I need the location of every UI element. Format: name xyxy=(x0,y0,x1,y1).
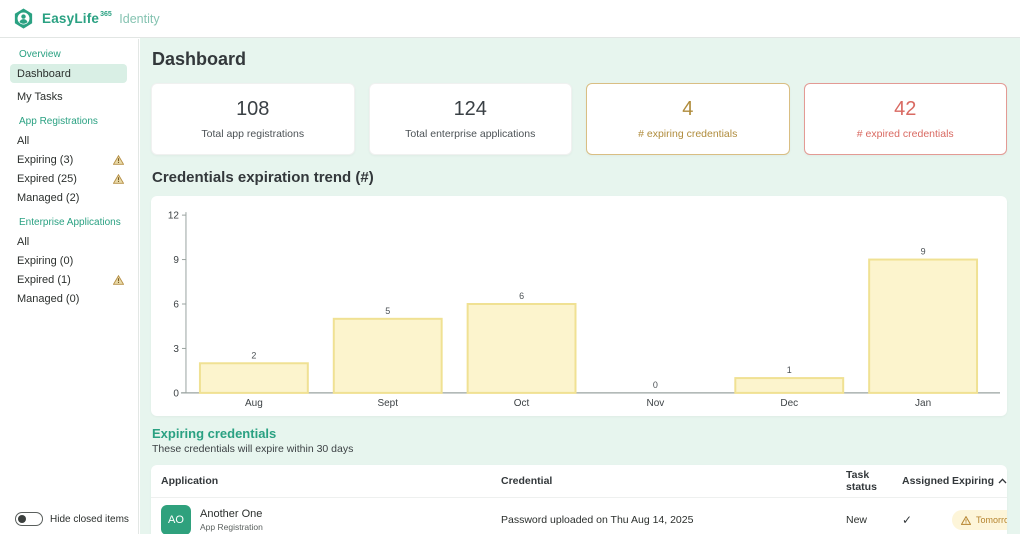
sidebar-item-entapp-managed[interactable]: Managed (0) xyxy=(0,289,138,308)
warning-triangle-icon xyxy=(113,173,124,184)
sidebar-item-label: All xyxy=(17,134,30,147)
expiring-credentials-subtitle: These credentials will expire within 30 … xyxy=(152,443,354,455)
sidebar-item-dashboard[interactable]: Dashboard xyxy=(10,64,127,83)
sidebar-item-label: My Tasks xyxy=(17,90,63,103)
svg-text:9: 9 xyxy=(173,255,179,266)
hide-closed-items-toggle[interactable] xyxy=(15,512,43,526)
avatar: AO xyxy=(161,505,191,534)
svg-text:9: 9 xyxy=(921,247,926,257)
svg-text:5: 5 xyxy=(385,306,390,316)
page-title: Dashboard xyxy=(152,49,247,69)
sidebar-item-label: Expired (25) xyxy=(17,172,77,185)
svg-text:Nov: Nov xyxy=(647,398,665,409)
application-name: Another One xyxy=(200,508,263,520)
sidebar-item-label: All xyxy=(17,235,30,248)
svg-text:2: 2 xyxy=(251,350,256,360)
application-cell: AO Another One App Registration xyxy=(161,505,501,534)
sidebar-item-label: Expired (1) xyxy=(17,273,71,286)
toggle-knob xyxy=(18,514,26,523)
brand-suffix: Identity xyxy=(119,11,160,26)
chevron-up-icon xyxy=(998,478,1007,484)
column-header-assigned[interactable]: Assigned xyxy=(902,475,950,487)
hide-closed-items-label: Hide closed items xyxy=(50,513,129,525)
sidebar-item-label: Expiring (3) xyxy=(17,153,74,166)
svg-text:12: 12 xyxy=(168,211,180,222)
expiring-credentials-title: Expiring credentials xyxy=(152,426,277,441)
svg-text:Dec: Dec xyxy=(780,398,798,409)
brand-365: 365 xyxy=(100,11,112,19)
sidebar-item-label: Managed (2) xyxy=(17,191,80,204)
column-header-task-status[interactable]: Task status xyxy=(846,469,877,493)
top-bar: EasyLife365 Identity xyxy=(0,0,1020,38)
brand-wordmark: EasyLife365 Identity xyxy=(42,10,160,28)
stat-card-enterprise-applications: 124 Total enterprise applications xyxy=(368,83,572,155)
column-header-credential[interactable]: Credential xyxy=(501,475,553,487)
svg-text:6: 6 xyxy=(173,299,179,310)
sidebar: Overview Dashboard My Tasks App Registra… xyxy=(0,39,139,534)
sidebar-item-label: Dashboard xyxy=(17,67,71,80)
expiring-cell: Tomorrow xyxy=(952,510,1007,530)
svg-text:Sept: Sept xyxy=(377,398,398,409)
column-header-application[interactable]: Application xyxy=(161,475,219,487)
stat-card-app-registrations: 108 Total app registrations xyxy=(151,83,355,155)
bar-chart-svg: 0 3 6 9 12 2 Aug 5 Sept 6 Oct 0 Nov 1 Dec 9 Jan xyxy=(168,211,1001,409)
main-content: Dashboard 108 Total app registrations 12… xyxy=(140,38,1020,534)
stat-value: 124 xyxy=(453,98,487,120)
stat-value: 4 xyxy=(682,98,694,120)
sidebar-item-appreg-all[interactable]: All xyxy=(0,131,138,150)
task-status-cell: New xyxy=(846,514,868,526)
sidebar-section-enterprise-applications: Enterprise Applications xyxy=(19,217,121,228)
warning-triangle-icon xyxy=(113,154,124,165)
stat-card-expiring-credentials: 4 # expiring credentials xyxy=(586,83,790,155)
svg-text:6: 6 xyxy=(519,291,524,301)
chart-heading: Credentials expiration trend (#) xyxy=(152,169,374,186)
sidebar-item-label: Expiring (0) xyxy=(17,254,74,267)
svg-text:Oct: Oct xyxy=(514,398,530,409)
sidebar-item-appreg-expiring[interactable]: Expiring (3) xyxy=(0,150,138,169)
stat-label: # expiring credentials xyxy=(638,128,738,140)
credentials-expiration-chart: 0 3 6 9 12 2 Aug 5 Sept 6 Oct 0 Nov 1 Dec 9 Jan xyxy=(151,196,1007,416)
easylife-logo-icon xyxy=(12,7,35,30)
hide-closed-items-row: Hide closed items xyxy=(15,512,129,526)
sidebar-item-appreg-expired[interactable]: Expired (25) xyxy=(0,169,138,188)
checkmark-icon: ✓ xyxy=(902,513,913,527)
svg-text:Jan: Jan xyxy=(915,398,931,409)
credential-cell: Password uploaded on Thu Aug 14, 2025 xyxy=(501,514,694,526)
column-header-label: Expiring xyxy=(952,475,995,487)
svg-text:3: 3 xyxy=(173,344,179,355)
sidebar-item-label: Managed (0) xyxy=(17,292,80,305)
stat-value: 108 xyxy=(236,98,270,120)
stat-card-expired-credentials: 42 # expired credentials xyxy=(803,83,1007,155)
svg-text:0: 0 xyxy=(173,388,179,399)
sidebar-item-appreg-managed[interactable]: Managed (2) xyxy=(0,188,138,207)
warning-triangle-icon xyxy=(961,515,971,525)
expiring-credentials-table: Application Credential Task status Assig… xyxy=(151,465,1007,534)
column-header-expiring[interactable]: Expiring xyxy=(952,475,1007,487)
sidebar-item-entapp-all[interactable]: All xyxy=(0,232,138,251)
stat-value: 42 xyxy=(894,98,917,120)
sidebar-section-overview: Overview xyxy=(19,49,61,60)
table-header-row: Application Credential Task status Assig… xyxy=(151,465,1007,498)
sidebar-item-my-tasks[interactable]: My Tasks xyxy=(0,87,138,106)
stat-label: Total app registrations xyxy=(201,128,305,140)
svg-text:Aug: Aug xyxy=(245,398,263,409)
table-row[interactable]: AO Another One App Registration Password… xyxy=(151,498,1007,534)
sidebar-item-entapp-expired[interactable]: Expired (1) xyxy=(0,270,138,289)
sidebar-section-app-registrations: App Registrations xyxy=(19,116,98,127)
expiring-badge-label: Tomorrow xyxy=(976,515,1007,525)
sidebar-item-entapp-expiring[interactable]: Expiring (0) xyxy=(0,251,138,270)
expiring-badge: Tomorrow xyxy=(952,510,1007,530)
svg-text:1: 1 xyxy=(787,365,792,375)
brand-name: EasyLife xyxy=(42,10,100,26)
warning-triangle-icon xyxy=(113,274,124,285)
stat-label: Total enterprise applications xyxy=(405,128,536,140)
application-identity: Another One App Registration xyxy=(200,508,263,532)
application-type: App Registration xyxy=(200,522,263,532)
svg-text:0: 0 xyxy=(653,380,658,390)
stat-cards: 108 Total app registrations 124 Total en… xyxy=(151,83,1007,155)
stat-label: # expired credentials xyxy=(856,128,954,140)
